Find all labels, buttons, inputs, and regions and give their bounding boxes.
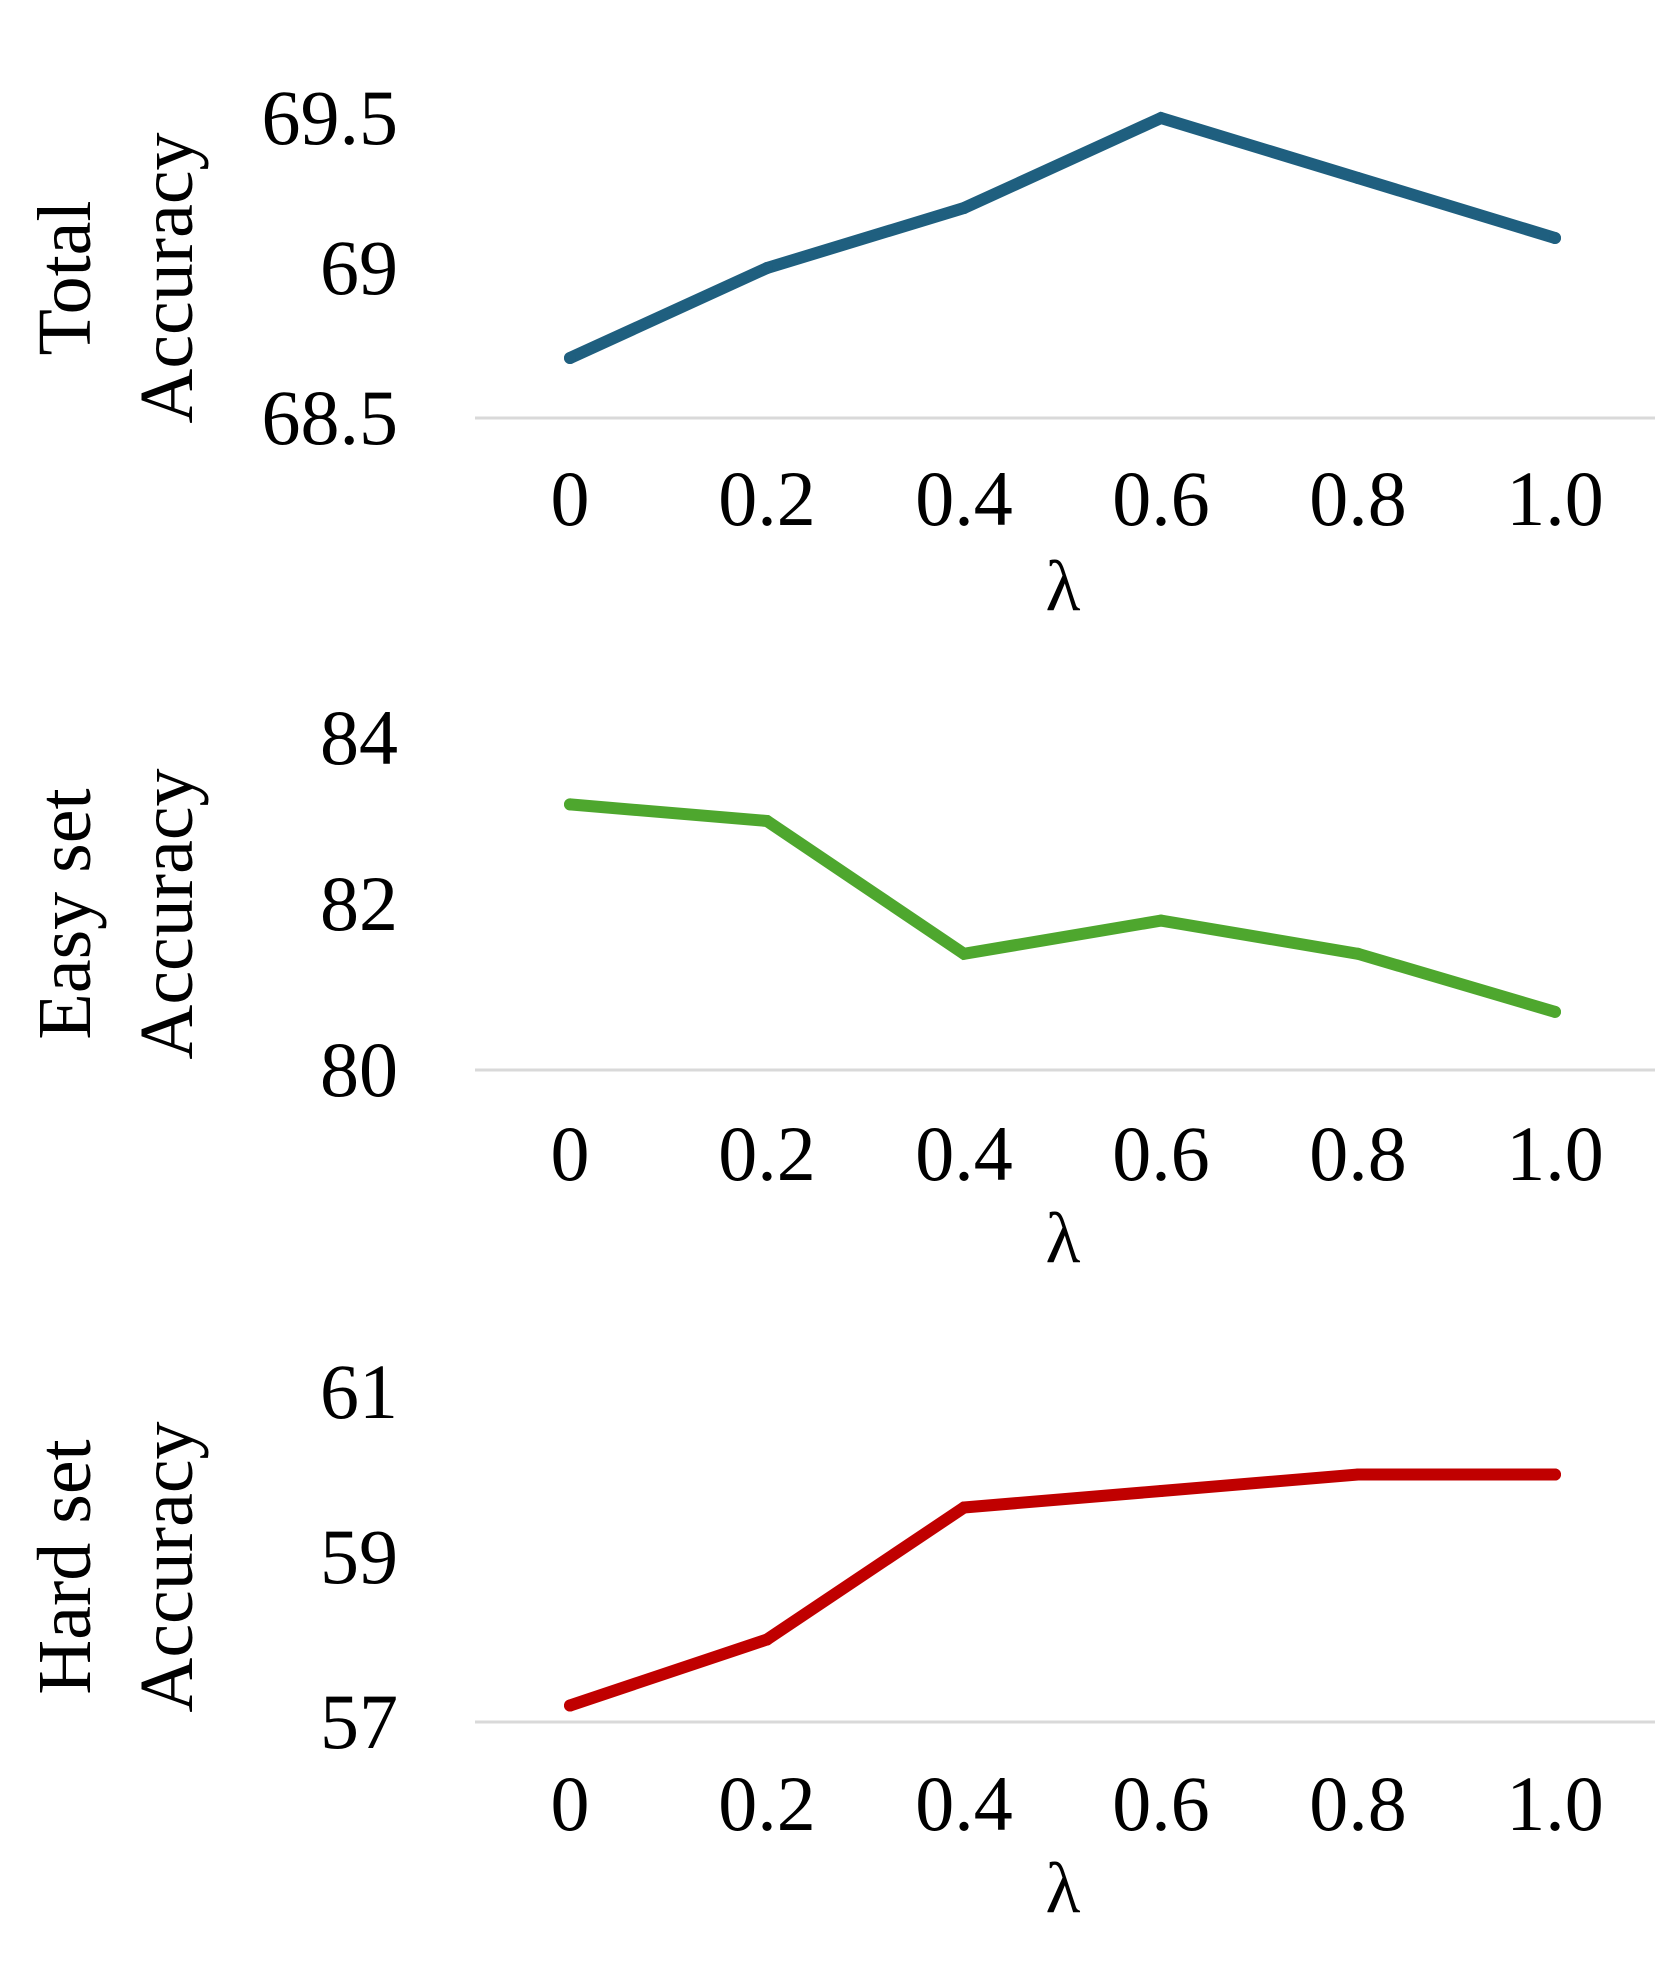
x-tick-label: 0 <box>551 1110 590 1197</box>
x-tick-label: 0 <box>551 455 590 542</box>
data-point <box>1549 1468 1561 1481</box>
data-point <box>958 947 970 960</box>
chart-panel-1: 68.5 69 69.5 0 0.2 0.4 0.6 0.8 1.0 λ Total Accuracy <box>23 74 1655 626</box>
y-tick-label: 80 <box>320 1026 398 1113</box>
x-tick-label: 1.0 <box>1506 1760 1604 1847</box>
x-axis-label: λ <box>1046 1848 1081 1928</box>
y-axis-label-line-1: Easy set <box>23 788 107 1039</box>
data-point <box>1549 1005 1561 1018</box>
x-tick-label: 0.4 <box>915 1110 1013 1197</box>
data-point <box>1352 172 1364 184</box>
series-line <box>564 111 1561 364</box>
data-point <box>958 202 970 214</box>
x-tick-label: 0.2 <box>718 1110 816 1197</box>
y-tick-label: 61 <box>320 1348 398 1435</box>
x-tick-label: 0.2 <box>718 1760 816 1847</box>
x-tick-label: 0.6 <box>1112 1760 1210 1847</box>
x-tick-label: 0.8 <box>1309 455 1407 542</box>
data-point <box>564 352 576 364</box>
data-point <box>1155 914 1167 927</box>
series-line <box>564 798 1561 1018</box>
y-axis-label-line-1: Hard set <box>23 1439 107 1694</box>
data-point <box>1155 112 1167 124</box>
y-tick-label: 69 <box>320 224 398 311</box>
data-point <box>1352 1468 1364 1481</box>
data-point <box>761 1633 773 1646</box>
data-point <box>1549 232 1561 244</box>
data-point <box>1352 947 1364 960</box>
data-point <box>1155 1485 1167 1497</box>
x-tick-label: 0.4 <box>915 455 1013 542</box>
y-tick-label: 69.5 <box>262 74 399 161</box>
x-tick-label: 0.2 <box>718 455 816 542</box>
y-tick-label: 59 <box>320 1513 398 1600</box>
y-tick-label: 82 <box>320 860 398 947</box>
y-tick-label: 84 <box>320 694 398 781</box>
x-tick-label: 0 <box>551 1760 590 1847</box>
series-line <box>564 1468 1561 1712</box>
x-tick-label: 0.6 <box>1112 455 1210 542</box>
x-tick-label: 0.6 <box>1112 1110 1210 1197</box>
y-axis-label-line-2: Accuracy <box>125 768 209 1059</box>
chart-panel-2: 80 82 84 0 0.2 0.4 0.6 0.8 1.0 λ Easy set Accuracy <box>23 694 1655 1278</box>
x-tick-label: 1.0 <box>1506 1110 1604 1197</box>
data-point <box>564 798 576 811</box>
y-axis-label-line-2: Accuracy <box>125 1421 209 1712</box>
chart-panel-3: 57 59 61 0 0.2 0.4 0.6 0.8 1.0 λ Hard set Accuracy <box>23 1348 1655 1928</box>
data-point <box>761 262 773 274</box>
x-tick-label: 0.4 <box>915 1760 1013 1847</box>
x-axis-label: λ <box>1046 546 1081 626</box>
data-point <box>564 1699 576 1712</box>
x-axis-label: λ <box>1046 1198 1081 1278</box>
x-tick-label: 1.0 <box>1506 455 1604 542</box>
y-axis-label-line-1: Total <box>23 200 107 355</box>
x-tick-label: 0.8 <box>1309 1110 1407 1197</box>
data-point <box>761 815 773 827</box>
y-axis-label-line-2: Accuracy <box>125 132 209 423</box>
y-tick-label: 68.5 <box>262 374 399 461</box>
data-point <box>958 1501 970 1514</box>
x-tick-label: 0.8 <box>1309 1760 1407 1847</box>
y-tick-label: 57 <box>320 1678 398 1765</box>
